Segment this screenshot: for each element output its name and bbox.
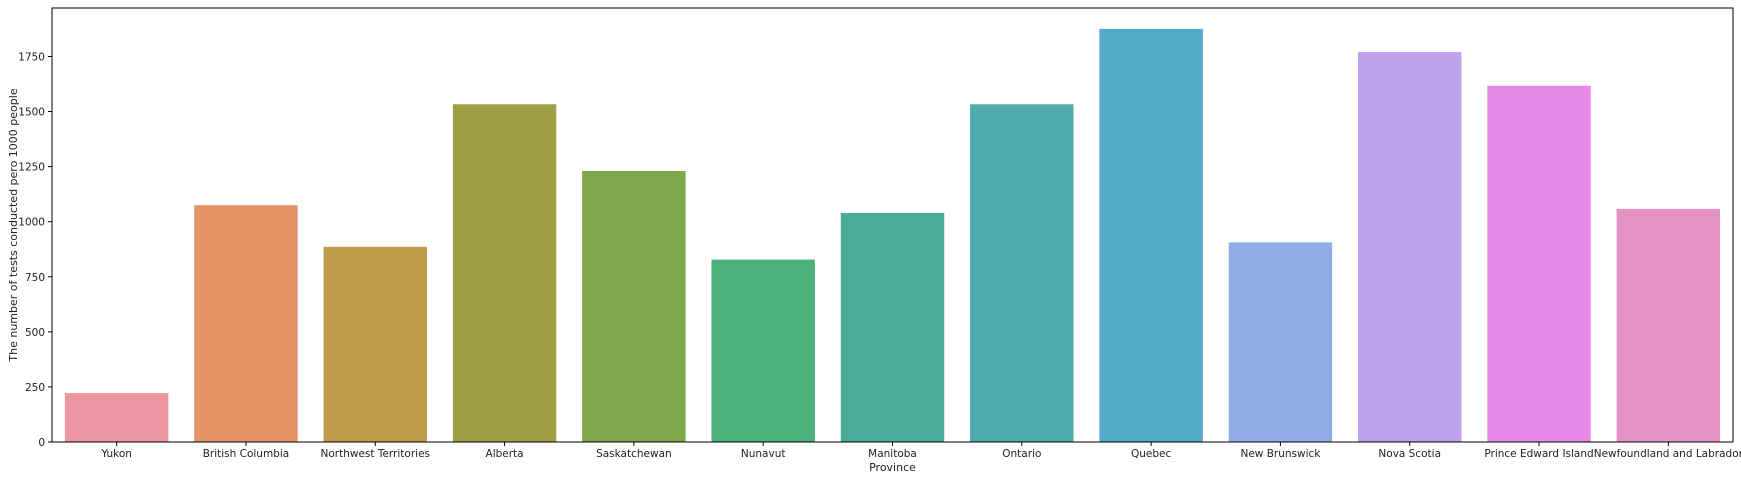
y-tick-label: 250 — [25, 382, 45, 394]
y-tick-label: 1750 — [18, 51, 45, 63]
bar-nova-scotia — [1358, 52, 1462, 442]
x-tick-label: Northwest Territories — [321, 448, 431, 460]
x-tick-label: Yukon — [100, 448, 132, 460]
x-tick-label: Manitoba — [868, 448, 917, 460]
x-axis: Yukon British Columbia Northwest Territori… — [100, 442, 1741, 460]
plot-frame — [51, 7, 1734, 443]
x-tick-label: Quebec — [1131, 448, 1172, 460]
y-tick-label: 1250 — [18, 162, 45, 174]
x-axis-label: Province — [869, 461, 916, 474]
bar-british-columbia — [194, 205, 298, 442]
bars-group — [64, 28, 1721, 443]
y-tick-label: 500 — [25, 327, 45, 339]
bar-new-brunswick — [1228, 242, 1333, 442]
bar-quebec — [1099, 28, 1203, 443]
bar-manitoba — [840, 212, 945, 442]
bar-alberta — [452, 104, 557, 442]
x-tick-label: New Brunswick — [1240, 448, 1321, 460]
y-tick-label: 0 — [38, 437, 45, 449]
y-tick-label: 1500 — [18, 107, 45, 119]
bar-ontario — [970, 104, 1074, 442]
x-tick-label: Ontario — [1002, 448, 1041, 460]
x-tick-label: British Columbia — [203, 448, 290, 460]
x-tick-label: Saskatchewan — [596, 448, 672, 460]
bar-northwest-territories — [323, 246, 427, 442]
bar-prince-edward-island — [1487, 85, 1591, 442]
x-tick-label: Nova Scotia — [1378, 448, 1441, 460]
x-tick-label: Nunavut — [741, 448, 786, 460]
x-tick-label: Newfoundland and Labrador — [1594, 448, 1741, 460]
y-tick-label: 750 — [25, 272, 45, 284]
x-tick-label: Alberta — [486, 448, 524, 460]
bar-yukon — [64, 393, 169, 442]
bar-newfoundland-and-labrador — [1616, 208, 1721, 442]
bar-nunavut — [711, 259, 815, 442]
bar-saskatchewan — [582, 171, 686, 442]
y-tick-label: 1000 — [18, 217, 45, 229]
y-axis-label: The number of tests conducted pero 1000 … — [7, 88, 20, 362]
y-axis: 0 250 500 750 1000 1250 1500 1750 — [18, 51, 52, 449]
x-tick-label: Prince Edward Island — [1484, 448, 1593, 460]
